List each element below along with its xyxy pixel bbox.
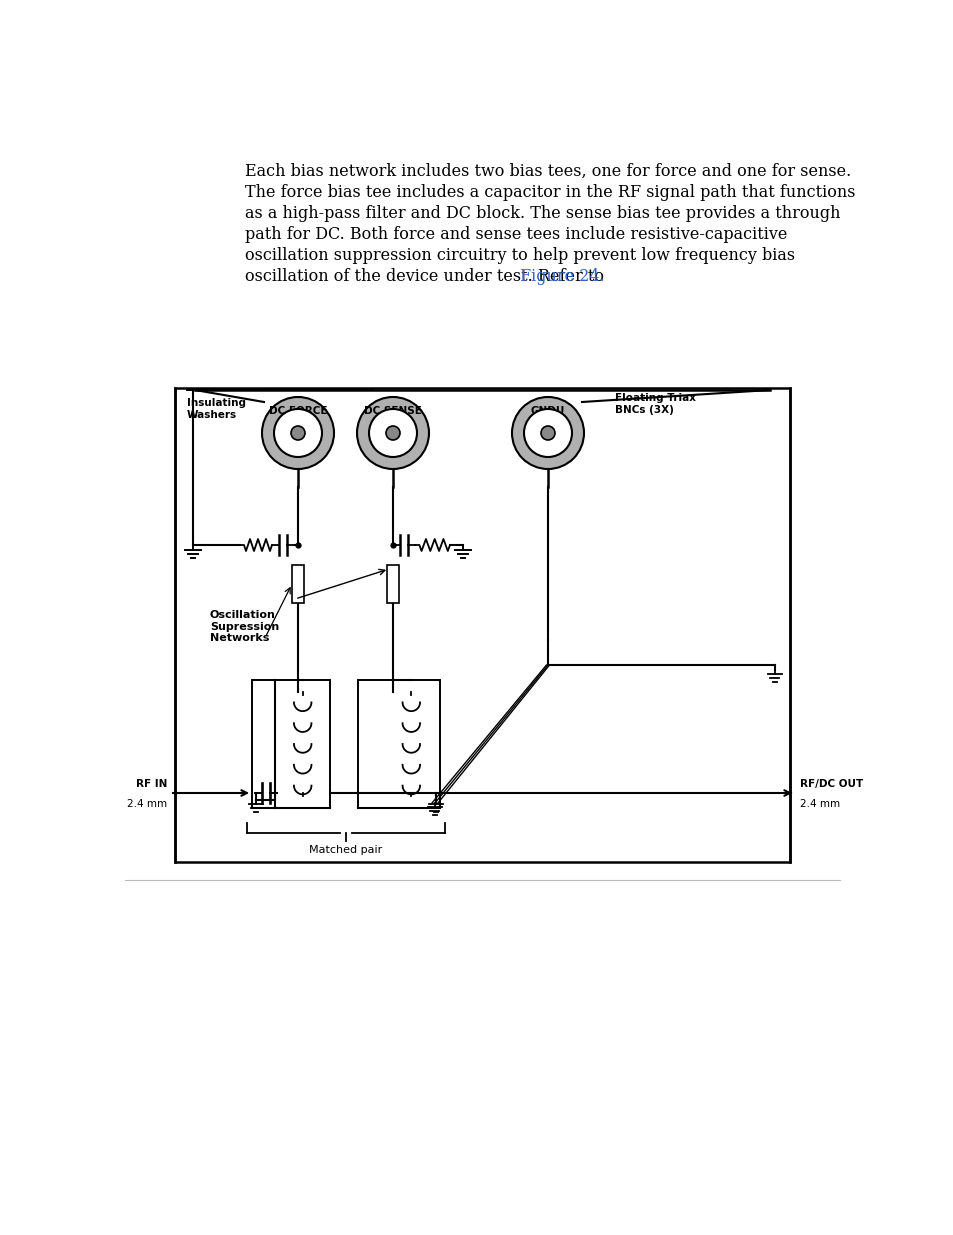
Text: RF/DC OUT: RF/DC OUT <box>800 779 862 789</box>
Text: DC FORCE: DC FORCE <box>269 406 327 416</box>
Text: as a high-pass filter and DC block. The sense bias tee provides a through: as a high-pass filter and DC block. The … <box>245 205 840 222</box>
Text: DC SENSE: DC SENSE <box>364 406 421 416</box>
Bar <box>174 388 789 862</box>
Text: Each bias network includes two bias tees, one for force and one for sense.: Each bias network includes two bias tees… <box>245 163 850 180</box>
Text: GNDU: GNDU <box>530 406 564 416</box>
Text: Floating Triax
BNCs (3X): Floating Triax BNCs (3X) <box>615 393 696 415</box>
Bar <box>292 564 304 603</box>
Bar <box>357 680 439 808</box>
Circle shape <box>274 409 322 457</box>
Circle shape <box>369 409 416 457</box>
Text: Oscillation
Supression
Networks: Oscillation Supression Networks <box>210 610 279 643</box>
Text: RF IN: RF IN <box>135 779 167 789</box>
Circle shape <box>512 396 583 469</box>
Circle shape <box>540 426 555 440</box>
Circle shape <box>386 426 399 440</box>
Circle shape <box>262 396 334 469</box>
Bar <box>387 564 398 603</box>
Text: Insulating
Washers: Insulating Washers <box>187 398 246 420</box>
Circle shape <box>523 409 572 457</box>
Text: 2.4 mm: 2.4 mm <box>127 799 167 809</box>
Bar <box>252 680 330 808</box>
Circle shape <box>291 426 305 440</box>
Text: The force bias tee includes a capacitor in the RF signal path that functions: The force bias tee includes a capacitor … <box>245 184 855 201</box>
Text: 2.4 mm: 2.4 mm <box>800 799 840 809</box>
Circle shape <box>356 396 429 469</box>
Text: path for DC. Both force and sense tees include resistive-capacitive: path for DC. Both force and sense tees i… <box>245 226 786 243</box>
Text: oscillation of the device under test. Refer to: oscillation of the device under test. Re… <box>245 268 608 285</box>
Text: oscillation suppression circuitry to help prevent low frequency bias: oscillation suppression circuitry to hel… <box>245 247 794 264</box>
Text: Figure 24.: Figure 24. <box>520 268 604 285</box>
Text: Matched pair: Matched pair <box>309 845 382 855</box>
